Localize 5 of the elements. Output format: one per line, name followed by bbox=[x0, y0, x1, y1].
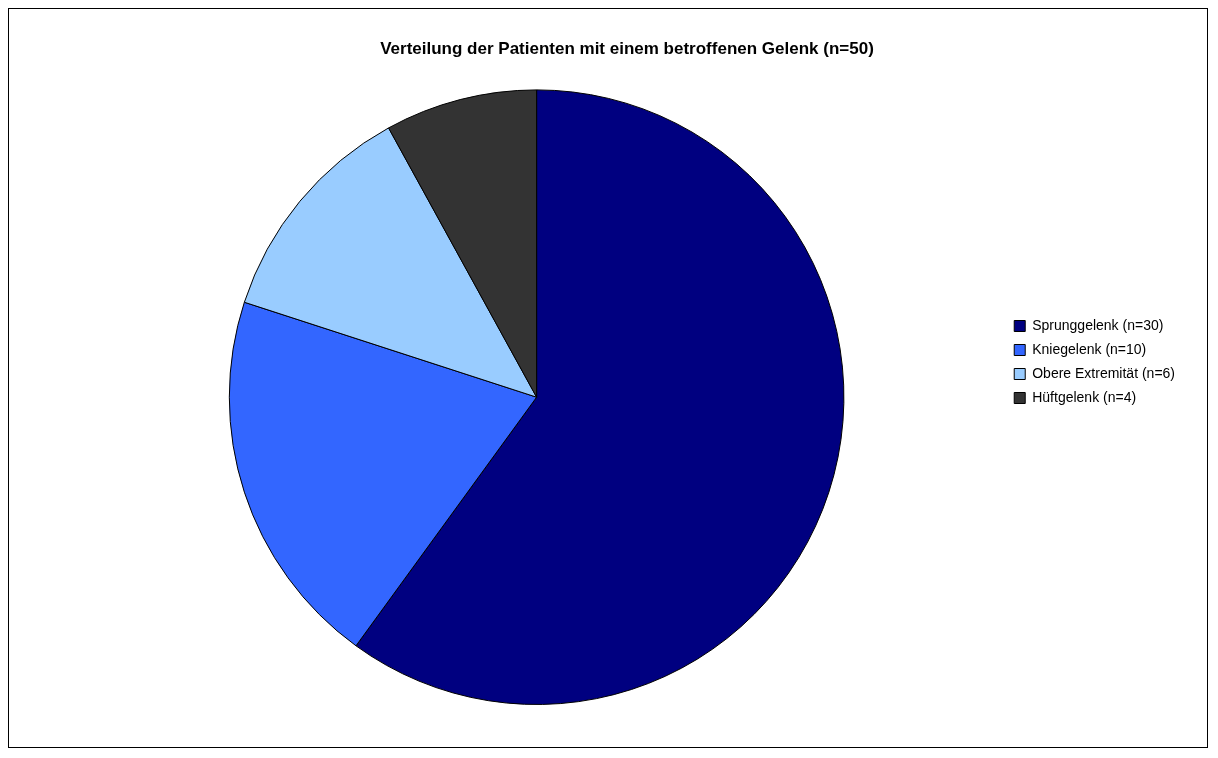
legend-label: Kniegelenk (n=10) bbox=[1032, 340, 1147, 357]
chart-title: Verteilung der Patienten mit einem betroffenen Gelenk (n=50) bbox=[380, 38, 874, 58]
legend-label: Hüftgelenk (n=4) bbox=[1032, 388, 1137, 405]
legend-label: Obere Extremität (n=6) bbox=[1032, 364, 1176, 381]
legend-label: Sprunggelenk (n=30) bbox=[1032, 316, 1164, 333]
